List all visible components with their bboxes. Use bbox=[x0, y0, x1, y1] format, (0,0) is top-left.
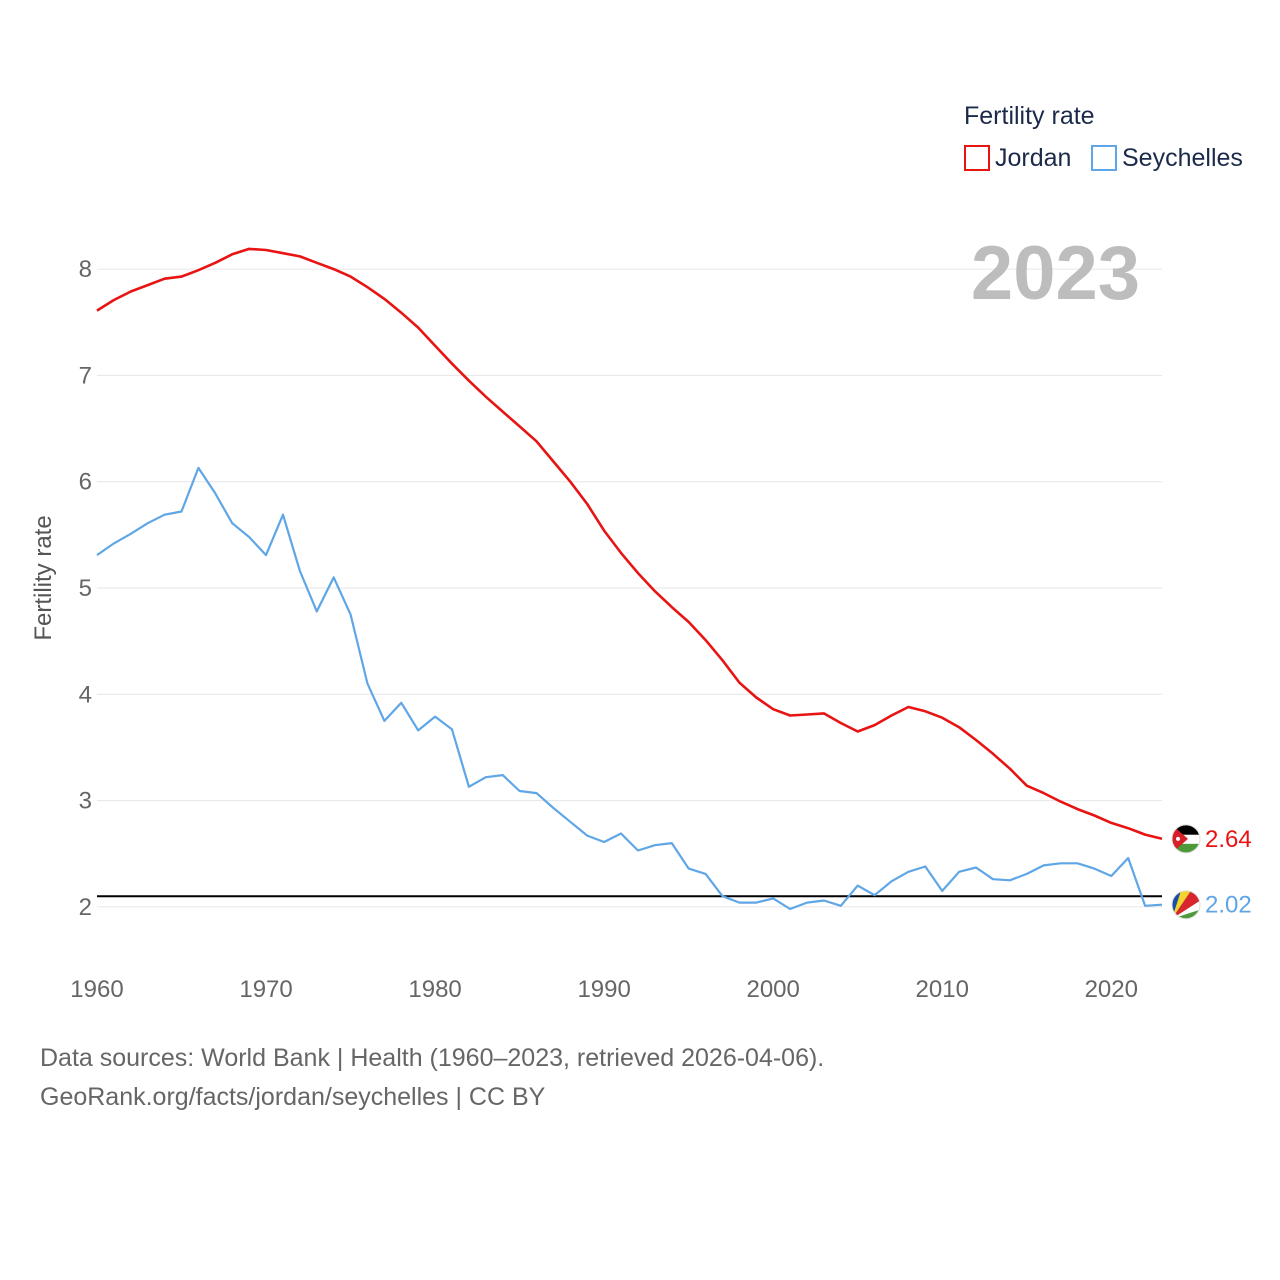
legend-swatch-seychelles[interactable] bbox=[1091, 145, 1117, 171]
flag-seychelles bbox=[1171, 890, 1201, 920]
x-axis: 1960 1970 1980 1990 2000 2010 2020 bbox=[70, 976, 1138, 1003]
legend-swatch-jordan[interactable] bbox=[964, 145, 990, 171]
y-tick-label: 6 bbox=[79, 469, 92, 496]
legend-label-seychelles[interactable]: Seychelles bbox=[1122, 144, 1243, 172]
y-tick-label: 7 bbox=[79, 362, 92, 389]
series-line-seychelles bbox=[96, 466, 1163, 911]
y-tick-label: 8 bbox=[79, 256, 92, 283]
series-line-jordan bbox=[96, 247, 1163, 841]
y-tick-label: 4 bbox=[79, 681, 92, 708]
x-tick-label: 1960 bbox=[70, 976, 123, 1003]
end-value-seychelles: 2.02 bbox=[1205, 892, 1252, 919]
x-tick-label: 2000 bbox=[746, 976, 799, 1003]
x-tick-label: 1970 bbox=[239, 976, 292, 1003]
y-tick-label: 2 bbox=[79, 894, 92, 921]
x-tick-label: 2010 bbox=[916, 976, 969, 1003]
x-tick-label: 1990 bbox=[577, 976, 630, 1003]
y-tick-label: 3 bbox=[79, 788, 92, 815]
year-label: 2023 bbox=[971, 231, 1140, 316]
gridlines bbox=[97, 268, 1162, 908]
data-source-note: Data sources: World Bank | Health (1960–… bbox=[40, 1044, 825, 1072]
y-tick-label: 5 bbox=[79, 575, 92, 602]
legend-title: Fertility rate bbox=[964, 102, 1095, 130]
series-group bbox=[96, 247, 1163, 911]
legend-label-jordan[interactable]: Jordan bbox=[995, 144, 1071, 172]
y-axis: 2 3 4 5 6 7 8 bbox=[79, 256, 92, 921]
flag-jordan bbox=[1171, 824, 1201, 854]
end-value-jordan: 2.64 bbox=[1205, 826, 1252, 853]
x-tick-label: 1980 bbox=[408, 976, 461, 1003]
y-axis-label: Fertility rate bbox=[30, 515, 57, 640]
end-markers: 2.64 2.02 bbox=[1171, 824, 1252, 920]
x-tick-label: 2020 bbox=[1085, 976, 1138, 1003]
legend: Fertility rate Jordan Seychelles bbox=[964, 102, 1243, 172]
attribution-link[interactable]: GeoRank.org/facts/jordan/seychelles | CC… bbox=[40, 1083, 546, 1111]
